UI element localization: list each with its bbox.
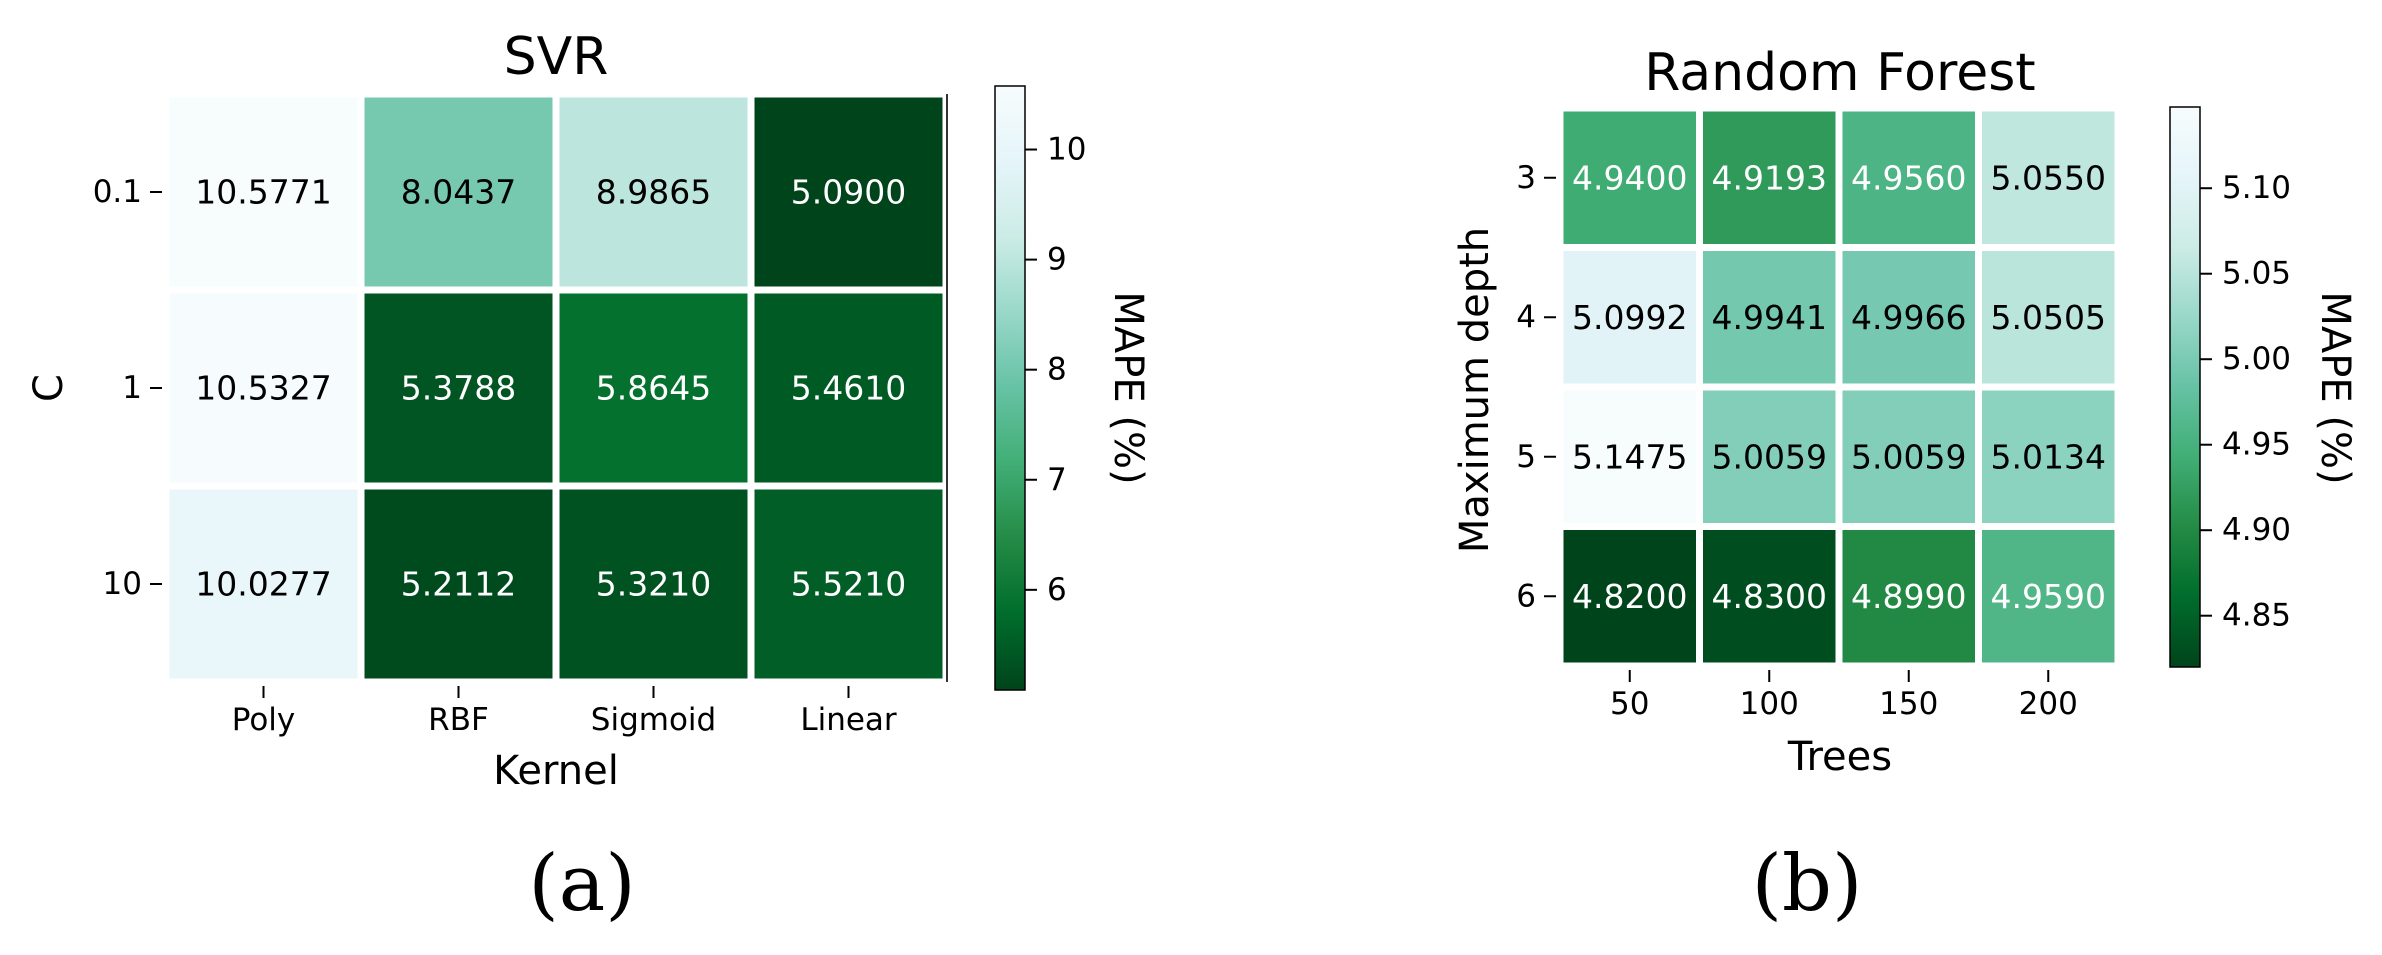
colorbar-tick-label: 4.95 xyxy=(2222,427,2291,463)
heatmap-cell-value: 4.8990 xyxy=(1851,577,1966,616)
random-forest-heatmap-panel: Random Forest 4.9400 4.9193 4.9560 5.05505.… xyxy=(1452,43,2358,929)
heatmap-cell xyxy=(1556,104,1703,251)
y-tick-label: 4 xyxy=(1516,299,1536,335)
y-tick-label: 10 xyxy=(103,566,142,602)
heatmap-cell-value: 4.9400 xyxy=(1572,158,1687,197)
heatmap-cell-value: 5.2112 xyxy=(401,565,516,604)
rf-y-axis-label: Maximum depth xyxy=(1452,227,1498,553)
heatmap-cell-value: 4.9941 xyxy=(1712,298,1827,337)
heatmap-cell-value: 4.9193 xyxy=(1712,158,1827,197)
heatmap-cell-value: 8.9865 xyxy=(596,173,711,212)
heatmap-cell-value: 5.1475 xyxy=(1572,437,1687,476)
heatmap-cell-value: 8.0437 xyxy=(401,173,516,212)
svr-x-tick-labels: Poly RBF Sigmoid Linear xyxy=(232,686,897,738)
heatmap-cell-value: 5.3788 xyxy=(401,369,516,408)
heatmap-cell-value: 4.9560 xyxy=(1851,158,1966,197)
y-tick-label: 6 xyxy=(1516,578,1536,614)
heatmap-cell-value: 10.5771 xyxy=(195,173,331,212)
svr-colorbar-label: MAPE (%) xyxy=(1105,291,1151,484)
heatmap-cell xyxy=(162,482,365,686)
y-tick-label: 3 xyxy=(1516,160,1536,196)
x-tick-label: 150 xyxy=(1879,686,1938,722)
rf-y-tick-labels: 3 4 5 6 xyxy=(1516,160,1556,614)
svr-y-axis-label: C xyxy=(26,374,72,402)
heatmap-cell-value: 5.5210 xyxy=(791,565,906,604)
svr-x-axis-label: Kernel xyxy=(493,748,619,794)
colorbar-tick-label: 7 xyxy=(1047,462,1067,498)
heatmap-cell xyxy=(1975,523,2122,670)
x-tick-label: 200 xyxy=(2019,686,2078,722)
heatmap-cell-value: 5.0134 xyxy=(1991,437,2106,476)
colorbar-tick-label: 5.10 xyxy=(2222,170,2291,206)
heatmap-cell xyxy=(357,286,560,490)
y-tick-label: 0.1 xyxy=(93,174,142,210)
rf-colorbar: 4.85 4.90 4.95 5.00 5.05 5.10 MAPE (%) xyxy=(2169,106,2358,668)
heatmap-cell xyxy=(747,286,950,490)
colorbar-tick-label: 9 xyxy=(1047,242,1067,278)
svr-colorbar-gradient xyxy=(994,85,1026,691)
heatmap-cell-value: 5.0059 xyxy=(1712,437,1827,476)
panel-label-a: (a) xyxy=(528,839,635,929)
heatmap-cell xyxy=(1975,383,2122,530)
heatmap-cell-value: 5.0059 xyxy=(1851,437,1966,476)
heatmap-cell xyxy=(747,482,950,686)
y-tick-label: 1 xyxy=(122,370,142,406)
heatmap-cell-value: 10.5327 xyxy=(195,369,331,408)
heatmap-cell-value: 5.3210 xyxy=(596,565,711,604)
heatmap-cell xyxy=(357,482,560,686)
rf-x-tick-labels: 50 100 150 200 xyxy=(1610,670,2078,722)
y-tick-label: 5 xyxy=(1516,439,1536,475)
panel-label-b: (b) xyxy=(1752,839,1863,929)
heatmap-cell xyxy=(1696,104,1843,251)
svr-y-tick-labels: 0.1 1 10 xyxy=(93,174,162,602)
heatmap-cell-value: 5.0992 xyxy=(1572,298,1687,337)
svr-colorbar-ticks: 6 7 8 9 10 xyxy=(1025,132,1086,608)
rf-heatmap-cells: 4.9400 4.9193 4.9560 5.0550 5.0992 4.9941 4.99… xyxy=(1556,104,2122,670)
heatmap-cell xyxy=(1975,244,2122,391)
heatmap-cell-value: 5.4610 xyxy=(791,369,906,408)
x-tick-label: 50 xyxy=(1610,686,1649,722)
colorbar-tick-label: 4.85 xyxy=(2222,598,2291,634)
heatmap-cell xyxy=(1556,244,1703,391)
svr-title: SVR xyxy=(504,27,609,87)
svr-heatmap-cells: 10.5771 8.0437 8.9865 5.0900 10.5327 5.3788 5.… xyxy=(162,90,950,686)
colorbar-tick-label: 5.00 xyxy=(2222,341,2291,377)
svr-heatmap-panel: SVR 10.5771 8.0437 8.9865 5.0900 10.5327 5.37… xyxy=(26,27,1151,929)
x-tick-label: 100 xyxy=(1740,686,1799,722)
heatmap-cell xyxy=(162,90,365,294)
heatmap-cell-value: 5.0550 xyxy=(1991,158,2106,197)
colorbar-tick-label: 5.05 xyxy=(2222,256,2291,292)
colorbar-tick-label: 10 xyxy=(1047,132,1086,168)
colorbar-tick-label: 4.90 xyxy=(2222,512,2291,548)
x-tick-label: Sigmoid xyxy=(591,702,716,738)
rf-colorbar-label: MAPE (%) xyxy=(2312,291,2358,484)
rf-colorbar-ticks: 4.85 4.90 4.95 5.00 5.05 5.10 xyxy=(2200,170,2291,634)
heatmap-cell xyxy=(1975,104,2122,251)
heatmap-cell-value: 5.0505 xyxy=(1991,298,2106,337)
heatmap-cell-value: 4.9590 xyxy=(1991,577,2106,616)
heatmap-cell-value: 10.0277 xyxy=(195,565,331,604)
rf-colorbar-gradient xyxy=(2169,106,2201,668)
x-tick-label: Poly xyxy=(232,702,296,738)
heatmap-cell-value: 4.8200 xyxy=(1572,577,1687,616)
heatmap-cell-value: 4.8300 xyxy=(1712,577,1827,616)
colorbar-tick-label: 8 xyxy=(1047,352,1067,388)
svr-colorbar: 6 7 8 9 10 MAPE (%) xyxy=(994,85,1151,691)
heatmap-cell xyxy=(1696,523,1843,670)
rf-x-axis-label: Trees xyxy=(1787,734,1892,780)
heatmap-cell-value: 4.9966 xyxy=(1851,298,1966,337)
x-tick-label: Linear xyxy=(800,702,897,738)
x-tick-label: RBF xyxy=(428,702,489,738)
rf-title: Random Forest xyxy=(1644,43,2035,103)
heatmap-cell-value: 5.8645 xyxy=(596,369,711,408)
colorbar-tick-label: 6 xyxy=(1047,572,1067,608)
heatmap-cell-value: 5.0900 xyxy=(791,173,906,212)
heatmap-cell xyxy=(1556,523,1703,670)
